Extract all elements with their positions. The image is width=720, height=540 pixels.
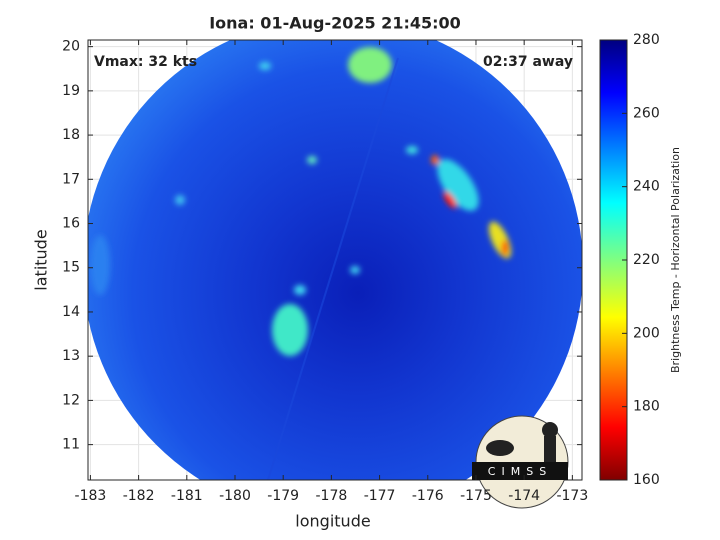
x-tick-label: -177	[364, 488, 396, 504]
x-tick-label: -173	[556, 488, 588, 504]
x-tick-label: -180	[219, 488, 251, 504]
x-tick-label: -176	[412, 488, 444, 504]
colorbar-tick-label: 200	[633, 325, 660, 341]
y-tick-label: 14	[62, 304, 80, 320]
satellite-image	[88, 40, 582, 480]
y-tick-label: 12	[62, 392, 80, 408]
colorbar-tick-label: 160	[633, 472, 660, 488]
y-tick-label: 15	[62, 260, 80, 276]
x-tick-label: -178	[315, 488, 347, 504]
y-tick-label: 11	[62, 437, 80, 453]
convection	[90, 47, 512, 356]
x-tick-label: -182	[123, 488, 155, 504]
y-tick-label: 17	[62, 171, 80, 187]
y-tick-label: 19	[62, 83, 80, 99]
colorbar-tick-label: 180	[633, 399, 660, 415]
y-axis-label: latitude	[32, 229, 51, 290]
y-tick-label: 18	[62, 127, 80, 143]
logo: CIMSS	[472, 415, 569, 509]
colorbar-tick-label: 240	[633, 179, 660, 195]
x-axis-label: longitude	[295, 512, 370, 531]
y-tick-label: 13	[62, 348, 80, 364]
chart-title: Iona: 01-Aug-2025 21:45:00	[209, 14, 461, 33]
x-tick-label: -179	[267, 488, 299, 504]
annotation: Vmax: 32 kts	[94, 54, 197, 70]
annotation: 02:37 away	[483, 54, 573, 70]
x-tick-label: -175	[460, 488, 492, 504]
colorbar-tick-label: 220	[633, 252, 660, 268]
colorbar-tick-label: 280	[633, 32, 660, 48]
colorbar-tick-label: 260	[633, 105, 660, 121]
x-tick-label: -181	[171, 488, 203, 504]
x-tick-label: -174	[508, 488, 540, 504]
x-tick-label: -183	[75, 488, 107, 504]
logo-text: CIMSS	[488, 465, 552, 478]
plot-frame	[87, 39, 583, 481]
y-tick-label: 20	[62, 39, 80, 55]
y-tick-label: 16	[62, 216, 80, 232]
colorbar-label: Brightness Temp - Horizontal Polarizatio…	[669, 147, 682, 373]
